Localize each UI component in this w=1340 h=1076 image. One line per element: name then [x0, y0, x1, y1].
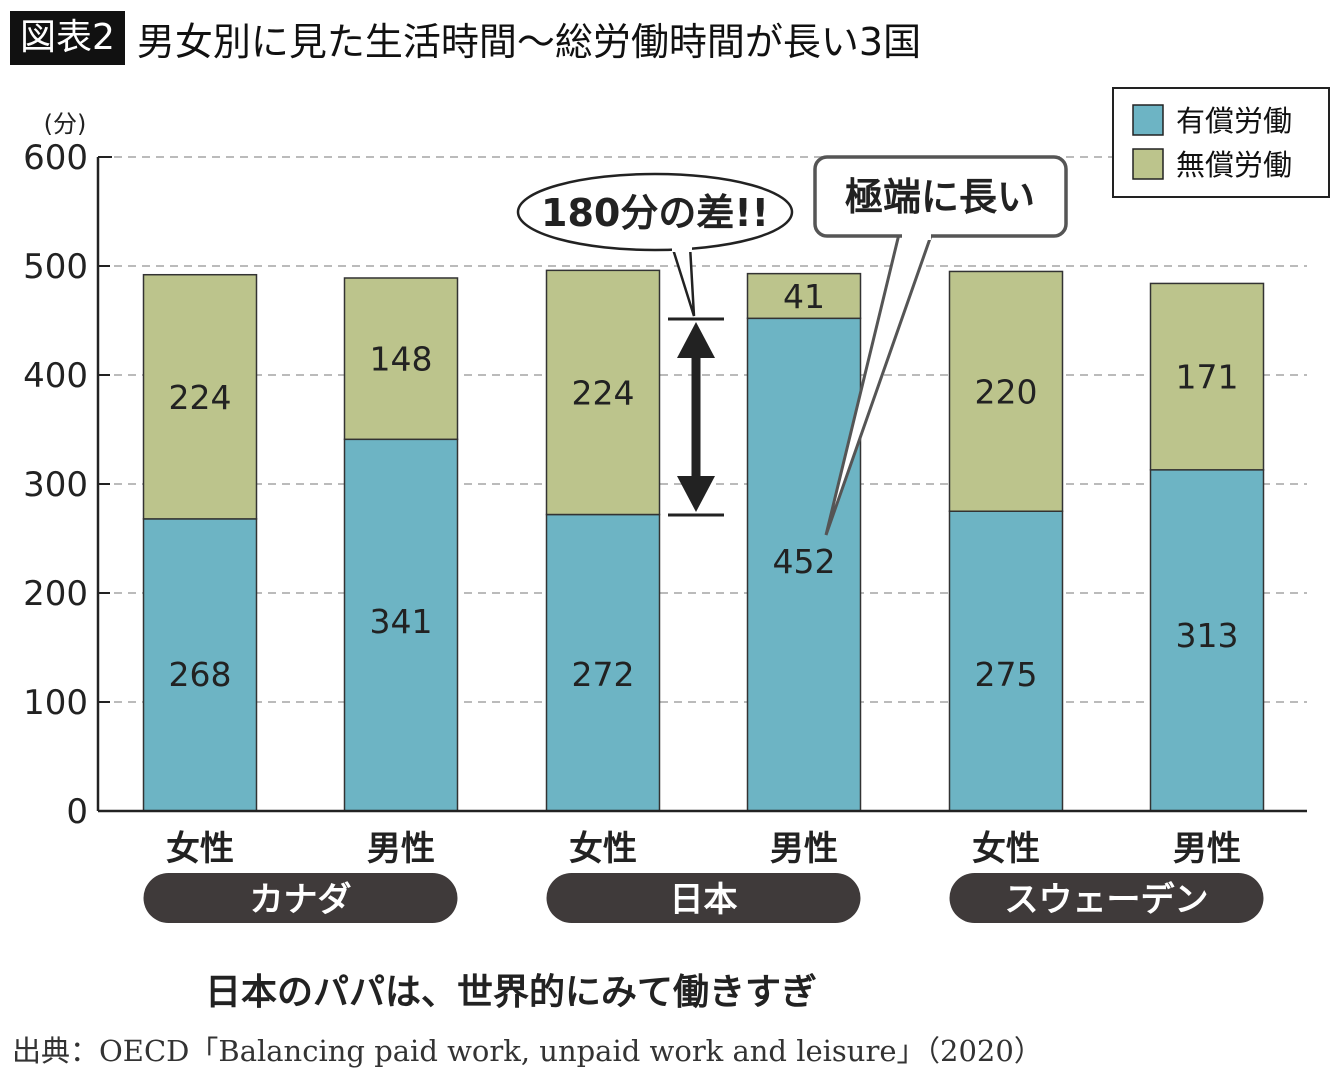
callout-extreme-text: 極端に長い [845, 175, 1035, 219]
legend-swatch-paid [1132, 104, 1164, 136]
legend-label-paid: 有償労働 [1176, 104, 1292, 138]
difference-arrow [668, 317, 724, 517]
data-label: 171 [1176, 358, 1239, 397]
bar-paid [142, 518, 258, 812]
legend-swatch-unpaid [1132, 148, 1164, 180]
data-label: 148 [370, 340, 433, 379]
x-tick-label: 女性 [166, 829, 234, 869]
callout-difference-text: 180分の差!! [541, 191, 769, 235]
bar-unpaid [948, 270, 1064, 513]
data-label: 41 [783, 277, 825, 316]
data-label: 220 [975, 372, 1038, 411]
bar-paid [545, 513, 661, 812]
legend-label-unpaid: 無償労働 [1176, 148, 1292, 182]
group-label: 日本 [670, 880, 738, 920]
group-label: スウェーデン [1005, 880, 1209, 920]
group-pill [949, 873, 1264, 923]
group-pill [143, 873, 458, 923]
figure-badge: 図表2 [10, 11, 125, 65]
source: 出典：OECD「Balancing paid work, unpaid work… [12, 1034, 1043, 1068]
y-tick-label: 200 [23, 574, 88, 614]
legend: 有償労働 無償労働 [1112, 87, 1330, 198]
data-label: 268 [169, 655, 232, 694]
callout-extreme: 極端に長い [813, 155, 1068, 536]
x-tick-label: 男性 [770, 829, 838, 869]
y-tick-label: 0 [66, 792, 88, 832]
data-label: 341 [370, 602, 433, 641]
header: 図表2 男女別に見た生活時間〜総労働時間が長い3国 [10, 10, 921, 66]
bar-paid [343, 438, 459, 812]
group-pill [546, 873, 861, 923]
y-tick-label: 300 [23, 465, 88, 505]
y-tick-label: 500 [23, 247, 88, 287]
bar-unpaid [746, 272, 862, 320]
group-label: カナダ [250, 880, 352, 920]
y-tick-label: 100 [23, 683, 88, 723]
bar-paid [746, 317, 862, 812]
y-tick-label: 600 [23, 138, 88, 178]
data-label: 224 [169, 378, 232, 417]
data-label: 313 [1176, 616, 1239, 655]
data-label: 275 [975, 655, 1038, 694]
y-tick-label: 400 [23, 356, 88, 396]
data-label: 224 [572, 373, 635, 412]
y-axis-label: (分) [44, 110, 87, 138]
data-label: 272 [572, 655, 635, 694]
x-tick-label: 女性 [569, 829, 637, 869]
data-label: 452 [773, 542, 836, 581]
bar-paid [948, 510, 1064, 812]
x-tick-label: 男性 [1173, 829, 1241, 869]
x-tick-label: 男性 [367, 829, 435, 869]
caption: 日本のパパは、世界的にみて働きすぎ [205, 972, 818, 1013]
bar-unpaid [343, 277, 459, 441]
bar-unpaid [142, 273, 258, 520]
x-tick-label: 女性 [972, 829, 1040, 869]
bar-unpaid [1149, 282, 1265, 471]
bar-unpaid [545, 269, 661, 516]
chart-title: 男女別に見た生活時間〜総労働時間が長い3国 [136, 19, 922, 64]
callout-difference: 180分の差!! [516, 172, 794, 317]
